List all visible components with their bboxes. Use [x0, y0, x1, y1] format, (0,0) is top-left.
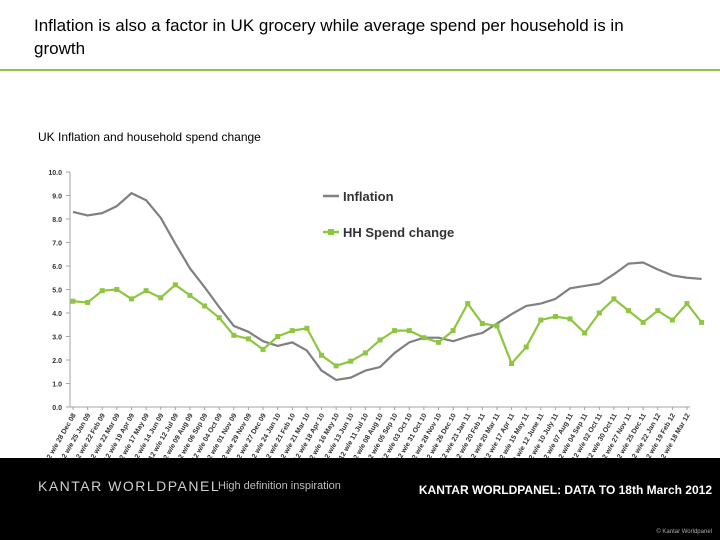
data-point	[640, 319, 646, 325]
data-source-note: KANTAR WORLDPANEL: DATA TO 18th March 20…	[418, 483, 712, 497]
data-point	[494, 323, 500, 329]
data-point	[509, 361, 515, 367]
data-point	[421, 335, 427, 341]
y-tick-label: 3.0	[52, 335, 62, 342]
copyright-text: © Kantar Worldpanel	[656, 529, 712, 535]
legend-marker	[328, 229, 334, 235]
y-tick-label: 8.0	[52, 217, 62, 224]
y-tick-label: 10.0	[48, 170, 62, 177]
data-point	[128, 296, 134, 302]
data-point	[231, 332, 237, 338]
data-point	[319, 352, 325, 358]
data-point	[362, 350, 368, 356]
title-divider	[0, 69, 720, 71]
data-point	[377, 337, 383, 343]
series-line-hh-spend-change	[72, 283, 703, 367]
data-point	[260, 346, 266, 352]
footer-bar	[0, 458, 720, 540]
data-point	[626, 308, 632, 314]
data-point	[596, 310, 602, 316]
data-point	[333, 363, 339, 369]
data-point	[275, 334, 281, 339]
data-point	[611, 296, 617, 302]
data-point	[245, 336, 251, 342]
data-point	[435, 339, 441, 345]
data-point	[450, 328, 456, 334]
y-tick-label: 6.0	[52, 264, 62, 271]
y-tick-label: 5.0	[52, 288, 62, 295]
data-point	[187, 292, 193, 298]
chart-title: UK Inflation and household spend change	[38, 130, 261, 144]
data-point	[552, 314, 558, 320]
line-chart: 0.0 1.0 2.0 3.0 4.0 5.0 6.0 7.0 8.0 9.0 10.0 12 w/…	[44, 170, 705, 460]
y-axis: 0.0 1.0 2.0 3.0 4.0 5.0 6.0 7.0 8.0 9.0 10.0	[48, 170, 71, 412]
data-point	[523, 344, 529, 350]
data-point	[669, 317, 675, 323]
data-point	[348, 358, 354, 364]
legend-label: HH Spend change	[343, 225, 454, 240]
data-point	[567, 316, 573, 322]
y-tick-label: 1.0	[52, 382, 62, 389]
slide-title: Inflation is also a factor in UK grocery…	[34, 16, 624, 58]
data-point	[202, 303, 208, 309]
data-point	[479, 321, 485, 327]
chart-series	[70, 192, 705, 382]
data-point	[304, 325, 310, 331]
brand-logo: KANTAR WORLDPANEL	[38, 478, 221, 494]
data-point	[406, 328, 412, 334]
y-tick-label: 2.0	[52, 358, 62, 365]
y-tick-label: 0.0	[52, 405, 62, 412]
data-point	[114, 287, 120, 292]
data-point	[699, 319, 705, 325]
legend-label: Inflation	[343, 189, 394, 204]
data-point	[392, 328, 398, 334]
y-tick-label: 9.0	[52, 194, 62, 201]
data-point	[158, 295, 164, 301]
data-point	[99, 288, 105, 294]
data-point	[684, 301, 690, 307]
series-line-inflation	[72, 192, 702, 382]
data-point	[85, 299, 91, 305]
data-point	[538, 317, 544, 323]
data-point	[655, 308, 661, 314]
y-tick-label: 4.0	[52, 311, 62, 318]
data-point	[70, 298, 76, 304]
data-point	[582, 330, 588, 336]
data-point	[465, 301, 471, 307]
y-tick-label: 7.0	[52, 241, 62, 248]
data-point	[143, 288, 149, 294]
chart-legend: Inflation HH Spend change	[323, 189, 454, 240]
data-point	[289, 328, 295, 334]
data-point	[216, 315, 222, 321]
data-point	[172, 282, 178, 288]
brand-tagline: High definition inspiration	[218, 480, 341, 492]
